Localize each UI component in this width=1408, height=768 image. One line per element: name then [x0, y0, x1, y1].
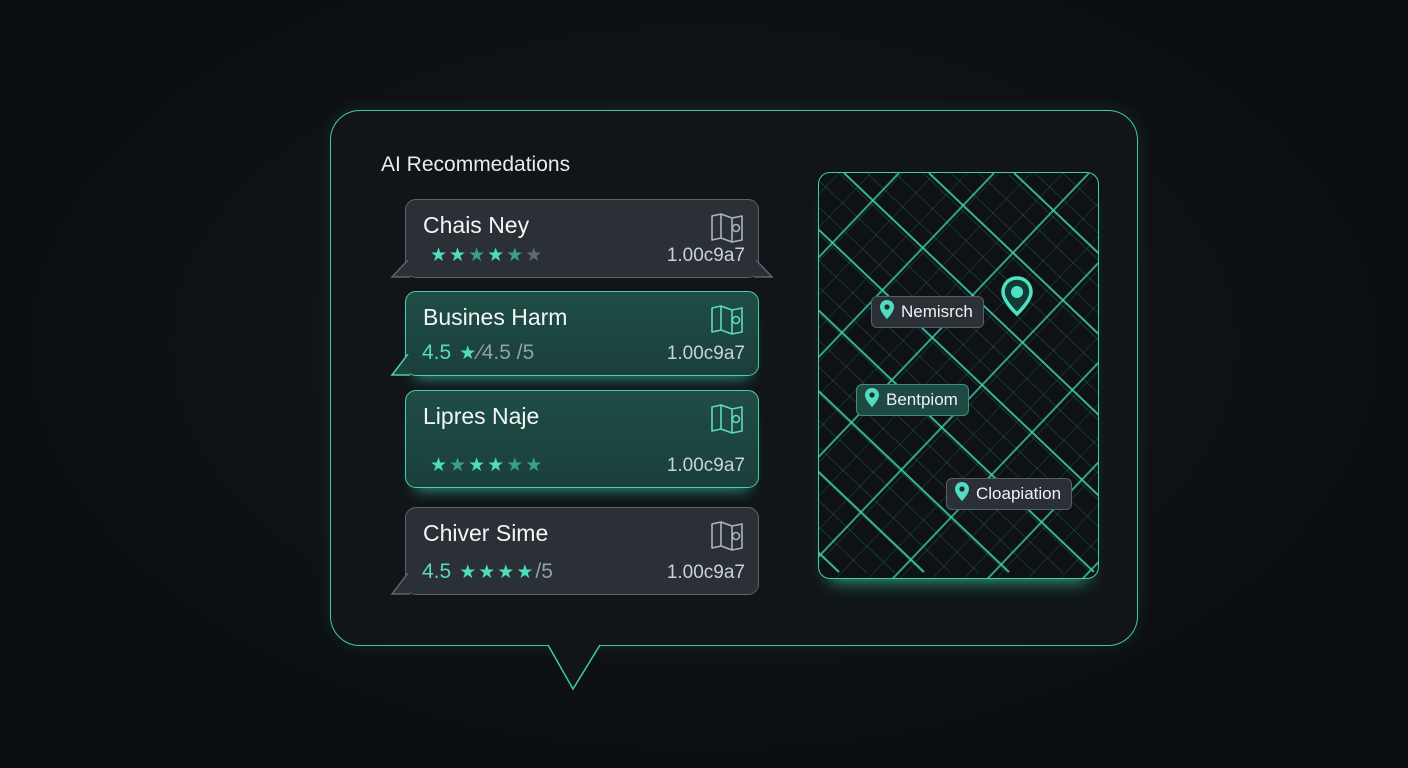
recommendation-card[interactable]: Lipres Naje ★ ★ ★ ★ ★ ★ 1.00c9a7: [405, 390, 759, 488]
rating-suffix: /5: [535, 560, 553, 583]
card-code: 1.00c9a7: [666, 245, 745, 266]
card-title: Chiver Sime: [423, 520, 549, 546]
speech-bubble-tail: [547, 644, 601, 691]
star-icon: ★: [525, 245, 543, 266]
folded-map-icon[interactable]: [710, 304, 744, 336]
location-pin-icon[interactable]: [1001, 276, 1033, 318]
star-icon: ★: [516, 561, 534, 583]
star-icon: ★: [487, 245, 505, 266]
card-code: 1.00c9a7: [666, 455, 745, 476]
star-icon: ★: [430, 455, 448, 476]
star-icon: ★: [449, 455, 467, 476]
card-title: Lipres Naje: [423, 403, 540, 429]
star-icon: ★: [459, 342, 477, 364]
star-icon: ★: [478, 561, 496, 583]
recommendation-card[interactable]: Chais Ney ★ ★ ★ ★ ★ ★ 1.00c9a7: [390, 199, 774, 278]
star-icon: ★: [430, 245, 448, 266]
star-icon: ★: [525, 455, 543, 476]
recommendation-card[interactable]: Chiver Sime 4.5 ★ ★ ★ ★/5 1.00c9a7: [390, 507, 759, 595]
card-code: 1.00c9a7: [666, 343, 745, 364]
star-icon: ★: [506, 455, 524, 476]
map-pin-icon: [955, 482, 969, 506]
rating-value: 4.5: [422, 341, 452, 364]
star-rating: ★ ★ ★ ★ ★ ★: [422, 244, 544, 267]
street-grid: [819, 173, 1098, 578]
star-icon: ★: [468, 245, 486, 266]
panel-title: AI Recommedations: [381, 153, 571, 176]
bubble-tail: [390, 573, 410, 595]
star-icon: ★: [449, 245, 467, 266]
map-label-cloapiation[interactable]: Cloapiation: [946, 478, 1073, 510]
card-code: 1.00c9a7: [666, 562, 745, 583]
map-label-text: Cloapiation: [976, 484, 1062, 503]
star-icon: ★: [468, 455, 486, 476]
folded-map-icon[interactable]: [710, 403, 744, 435]
rating-suffix: ⁄4.5 /5: [478, 341, 535, 364]
map-pin-icon: [865, 388, 879, 412]
map-label-text: Bentpiom: [886, 390, 958, 409]
rating-value: 4.5: [422, 560, 452, 583]
card-title: Busines Harm: [423, 304, 568, 330]
folded-map-icon[interactable]: [710, 212, 744, 244]
map-pin-icon: [880, 300, 894, 324]
star-rating: 4.5 ★ ★ ★ ★/5: [422, 560, 553, 584]
star-icon: ★: [487, 455, 505, 476]
folded-map-icon[interactable]: [710, 520, 744, 552]
recommendation-card[interactable]: Busines Harm 4.5 ★ ⁄4.5 /5 1.00c9a7: [390, 291, 759, 376]
map-label-nemisrch[interactable]: Nemisrch: [871, 296, 984, 328]
star-icon: ★: [459, 561, 477, 583]
bubble-tail: [390, 260, 410, 278]
bubble-tail: [390, 354, 410, 376]
star-icon: ★: [506, 245, 524, 266]
map-view[interactable]: [818, 172, 1099, 579]
bubble-tail: [754, 260, 774, 278]
map-label-text: Nemisrch: [901, 302, 973, 321]
star-rating: ★ ★ ★ ★ ★ ★: [422, 454, 544, 477]
star-icon: ★: [497, 561, 515, 583]
card-title: Chais Ney: [423, 212, 530, 238]
star-rating: 4.5 ★ ⁄4.5 /5: [422, 341, 534, 365]
map-label-bentpiom[interactable]: Bentpiom: [856, 384, 969, 416]
